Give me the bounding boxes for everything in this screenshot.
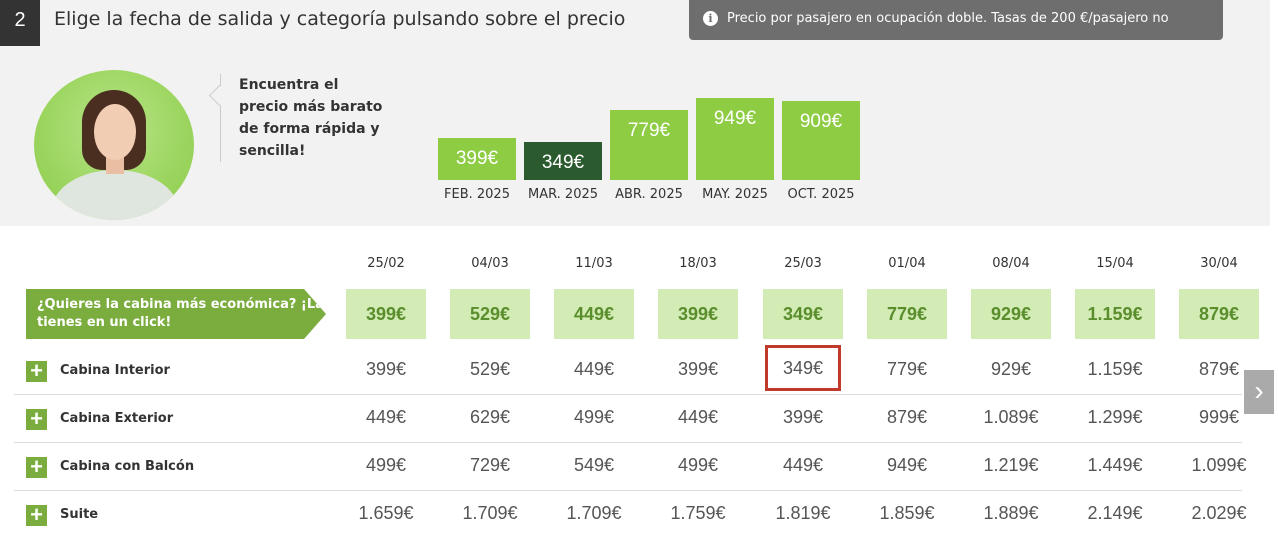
month-label: ABR. 2025 — [615, 187, 683, 202]
section-title: Elige la fecha de salida y categoría pul… — [54, 8, 626, 30]
date-header: 25/02 — [367, 256, 405, 271]
price-cell[interactable]: 2.029€ — [1191, 503, 1247, 523]
date-header: 15/04 — [1096, 256, 1134, 271]
month-option[interactable]: 399€ FEB. 2025 — [438, 138, 516, 202]
cabin-row: + Cabina Interior 399€ 529€ 449€ 399€ 349€ 779€… — [14, 345, 1242, 395]
expand-plus-icon[interactable]: + — [26, 504, 47, 526]
month-price[interactable]: 349€ — [524, 142, 602, 180]
price-cell[interactable]: 499€ — [677, 455, 719, 475]
cabin-row: + Cabina con Balcón 499€ 729€ 549€ 499€ 449€ 94… — [14, 443, 1247, 491]
price-cell[interactable]: 449€ — [782, 455, 824, 475]
cabin-label: Cabina con Balcón — [60, 459, 195, 474]
month-label: MAY. 2025 — [702, 187, 768, 202]
month-option[interactable]: 949€ MAY. 2025 — [696, 98, 774, 202]
cheapest-price-cell[interactable]: 929€ — [971, 289, 1051, 339]
price-cell[interactable]: 1.099€ — [1191, 455, 1247, 475]
step-number: 2 — [0, 0, 40, 46]
date-header: 08/04 — [992, 256, 1030, 271]
date-header: 30/04 — [1200, 256, 1238, 271]
price-cell[interactable]: 549€ — [573, 455, 615, 475]
cheapest-price-cell[interactable]: 1.159€ — [1075, 289, 1155, 339]
price-cell[interactable]: 929€ — [990, 359, 1032, 379]
price-cell[interactable]: 499€ — [573, 407, 615, 427]
price-cell[interactable]: 1.759€ — [670, 503, 726, 523]
month-label: OCT. 2025 — [787, 187, 855, 202]
month-label: MAR. 2025 — [527, 187, 599, 202]
cheapest-price-cell[interactable]: 879€ — [1179, 289, 1259, 339]
cheapest-price-cell[interactable]: 529€ — [450, 289, 530, 339]
cheapest-price-cell[interactable]: 399€ — [658, 289, 738, 339]
month-price[interactable]: 779€ — [610, 110, 688, 180]
price-cell[interactable]: 499€ — [365, 455, 407, 475]
price-cell[interactable]: 729€ — [469, 455, 511, 475]
cabin-row: + Suite 1.659€ 1.709€ 1.709€ 1.759€ 1.819€ 1.85… — [14, 491, 1247, 536]
price-cell[interactable]: 449€ — [365, 407, 407, 427]
expand-plus-icon[interactable]: + — [26, 456, 47, 478]
price-cell[interactable]: 999€ — [1198, 407, 1240, 427]
promo-panel: Encuentra el precio más barato de forma … — [0, 46, 1270, 226]
month-option[interactable]: 349€ MAR. 2025 — [524, 142, 602, 202]
price-cell[interactable]: 1.889€ — [983, 503, 1039, 523]
expand-plus-icon[interactable]: + — [26, 360, 47, 382]
price-cell[interactable]: 2.149€ — [1087, 503, 1143, 523]
price-cell[interactable]: 1.659€ — [358, 503, 414, 523]
price-cell[interactable]: 1.299€ — [1087, 407, 1143, 427]
cabin-label: Suite — [60, 507, 99, 522]
price-cell[interactable]: 1.859€ — [879, 503, 935, 523]
price-cell[interactable]: 449€ — [573, 359, 615, 379]
price-cell[interactable]: 449€ — [677, 407, 719, 427]
date-header: 01/04 — [888, 256, 926, 271]
price-cell[interactable]: 399€ — [782, 407, 824, 427]
date-header: 11/03 — [575, 256, 613, 271]
price-cell[interactable]: 529€ — [469, 359, 511, 379]
cheapest-price-cell[interactable]: 449€ — [554, 289, 634, 339]
price-cell[interactable]: 1.819€ — [775, 503, 831, 523]
cheapest-price-cell[interactable]: 779€ — [867, 289, 947, 339]
cabin-label: Cabina Interior — [60, 363, 170, 378]
info-icon: i — [703, 11, 718, 26]
date-header: 04/03 — [471, 256, 509, 271]
price-info-box: i Precio por pasajero en ocupación doble… — [689, 0, 1223, 64]
date-header: 18/03 — [679, 256, 717, 271]
date-header: 25/03 — [784, 256, 822, 271]
expand-plus-icon[interactable]: + — [26, 408, 47, 430]
next-dates-button[interactable]: › — [1244, 370, 1274, 414]
month-price[interactable]: 949€ — [696, 98, 774, 180]
cheapest-price-cell[interactable]: 399€ — [346, 289, 426, 339]
selected-price-cell[interactable]: 349€ — [765, 345, 841, 391]
price-cell[interactable]: 1.709€ — [566, 503, 622, 523]
price-cell[interactable]: 879€ — [1198, 359, 1240, 379]
price-cell[interactable]: 1.159€ — [1087, 359, 1143, 379]
cheapest-cabin-banner[interactable]: ¿Quieres la cabina más económica? ¡La ti… — [26, 289, 326, 339]
price-cell[interactable]: 629€ — [469, 407, 511, 427]
cabin-row: + Cabina Exterior 449€ 629€ 499€ 449€ 399€ 879€… — [14, 395, 1242, 443]
promo-text: Encuentra el precio más barato de forma … — [220, 74, 390, 162]
cheapest-price-cell[interactable]: 349€ — [763, 289, 843, 339]
price-cell[interactable]: 1.089€ — [983, 407, 1039, 427]
price-cell[interactable]: 399€ — [365, 359, 407, 379]
month-option[interactable]: 909€ OCT. 2025 — [782, 101, 860, 202]
month-price[interactable]: 399€ — [438, 138, 516, 180]
month-label: FEB. 2025 — [444, 187, 510, 202]
price-cell[interactable]: 1.449€ — [1087, 455, 1143, 475]
price-cell[interactable]: 949€ — [886, 455, 928, 475]
price-cell[interactable]: 1.709€ — [462, 503, 518, 523]
price-cell[interactable]: 879€ — [886, 407, 928, 427]
woman-photo — [34, 70, 194, 220]
price-cell[interactable]: 779€ — [886, 359, 928, 379]
month-option[interactable]: 779€ ABR. 2025 — [610, 110, 688, 202]
price-cell[interactable]: 1.219€ — [983, 455, 1039, 475]
price-cell[interactable]: 399€ — [677, 359, 719, 379]
cabin-label: Cabina Exterior — [60, 411, 174, 426]
month-price[interactable]: 909€ — [782, 101, 860, 180]
